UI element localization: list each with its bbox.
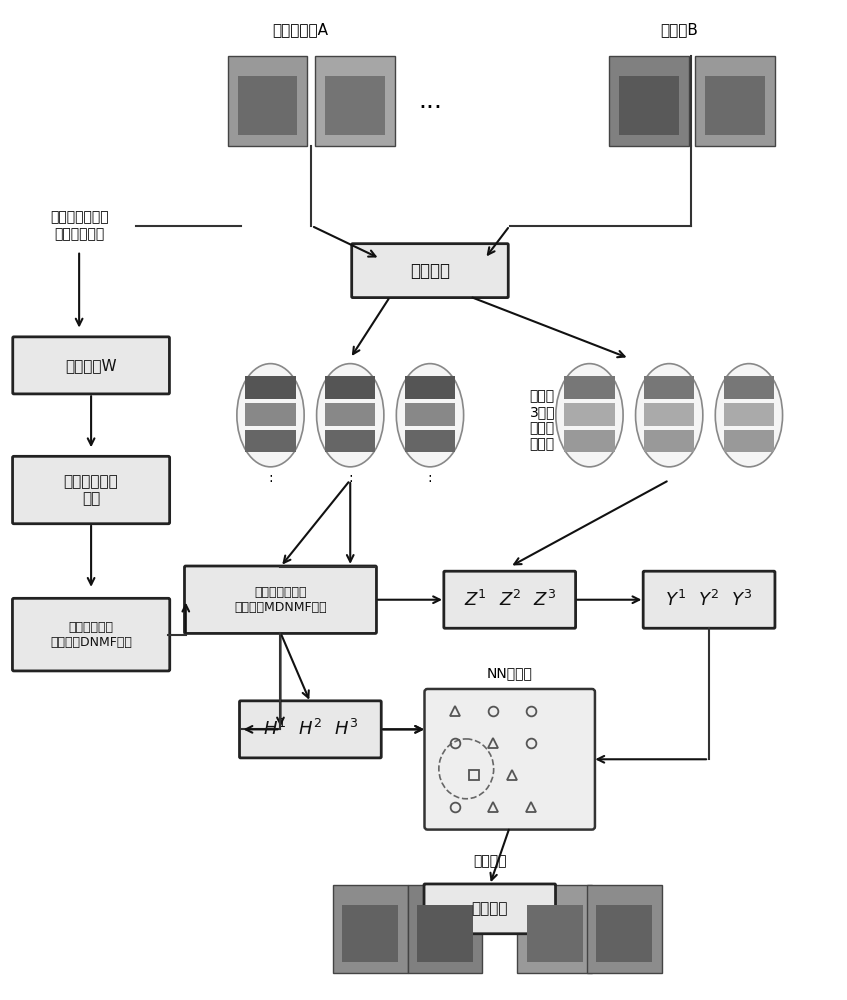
Ellipse shape bbox=[556, 364, 623, 467]
Ellipse shape bbox=[635, 364, 703, 467]
Bar bbox=[246, 376, 296, 399]
Bar bbox=[644, 376, 695, 399]
Bar bbox=[405, 403, 455, 426]
Text: $Y^1$  $Y^2$  $Y^3$: $Y^1$ $Y^2$ $Y^3$ bbox=[665, 590, 753, 610]
FancyBboxPatch shape bbox=[240, 701, 381, 758]
Bar bbox=[342, 905, 398, 962]
Ellipse shape bbox=[396, 364, 463, 467]
Bar bbox=[644, 403, 695, 426]
FancyBboxPatch shape bbox=[424, 884, 556, 934]
Bar bbox=[527, 905, 583, 962]
Bar bbox=[564, 430, 615, 452]
Text: 加权融合: 加权融合 bbox=[473, 854, 507, 868]
Text: $H^1$  $H^2$  $H^3$: $H^1$ $H^2$ $H^3$ bbox=[263, 719, 358, 739]
Bar bbox=[705, 76, 765, 135]
Text: :: : bbox=[348, 471, 352, 485]
FancyBboxPatch shape bbox=[643, 571, 775, 628]
Bar bbox=[228, 56, 307, 146]
FancyBboxPatch shape bbox=[185, 566, 376, 633]
Text: 识别结果: 识别结果 bbox=[472, 901, 508, 916]
Text: 权值矩阵W: 权值矩阵W bbox=[65, 358, 117, 373]
Ellipse shape bbox=[237, 364, 304, 467]
Bar bbox=[723, 376, 774, 399]
Bar bbox=[644, 430, 695, 452]
Bar bbox=[246, 403, 296, 426]
Bar bbox=[564, 403, 615, 426]
Text: 新的类间散度
矩阵: 新的类间散度 矩阵 bbox=[64, 474, 119, 506]
Text: :: : bbox=[268, 471, 273, 485]
FancyBboxPatch shape bbox=[352, 244, 508, 298]
Bar bbox=[246, 430, 296, 452]
Bar bbox=[325, 76, 385, 135]
Bar bbox=[407, 885, 482, 973]
Bar bbox=[518, 885, 592, 973]
Bar bbox=[609, 56, 689, 146]
Bar bbox=[564, 376, 615, 399]
Text: 分别在
3个子
空间对
应投影: 分别在 3个子 空间对 应投影 bbox=[529, 389, 555, 452]
FancyBboxPatch shape bbox=[444, 571, 576, 628]
Text: $Z^1$  $Z^2$  $Z^3$: $Z^1$ $Z^2$ $Z^3$ bbox=[463, 590, 556, 610]
Text: :: : bbox=[428, 471, 432, 485]
Text: 分块处理: 分块处理 bbox=[410, 262, 450, 280]
Bar bbox=[695, 56, 775, 146]
FancyBboxPatch shape bbox=[13, 456, 169, 524]
Ellipse shape bbox=[317, 364, 384, 467]
FancyBboxPatch shape bbox=[13, 337, 169, 394]
Text: 基本鉴别非负
矩阵分解DNMF模型: 基本鉴别非负 矩阵分解DNMF模型 bbox=[50, 621, 132, 649]
Bar bbox=[238, 76, 297, 135]
Bar bbox=[405, 430, 455, 452]
Bar bbox=[723, 403, 774, 426]
Bar bbox=[333, 885, 407, 973]
Bar bbox=[417, 905, 473, 962]
Text: 训练数据集A: 训练数据集A bbox=[273, 22, 329, 37]
Bar bbox=[325, 430, 375, 452]
Text: 测试集B: 测试集B bbox=[660, 22, 698, 37]
Text: 数据矩阵类别间
的余弦相似度: 数据矩阵类别间 的余弦相似度 bbox=[50, 211, 108, 241]
Bar bbox=[405, 376, 455, 399]
Text: NN分类器: NN分类器 bbox=[487, 666, 533, 680]
Text: ...: ... bbox=[418, 89, 442, 113]
Bar bbox=[596, 905, 652, 962]
Text: 改进的鉴别非负
矩阵分解MDNMF模型: 改进的鉴别非负 矩阵分解MDNMF模型 bbox=[234, 586, 327, 614]
Bar bbox=[325, 376, 375, 399]
Bar bbox=[325, 403, 375, 426]
FancyBboxPatch shape bbox=[424, 689, 595, 830]
Bar bbox=[619, 76, 679, 135]
FancyBboxPatch shape bbox=[13, 598, 169, 671]
Ellipse shape bbox=[715, 364, 783, 467]
Bar bbox=[587, 885, 662, 973]
Bar bbox=[315, 56, 395, 146]
Bar bbox=[723, 430, 774, 452]
